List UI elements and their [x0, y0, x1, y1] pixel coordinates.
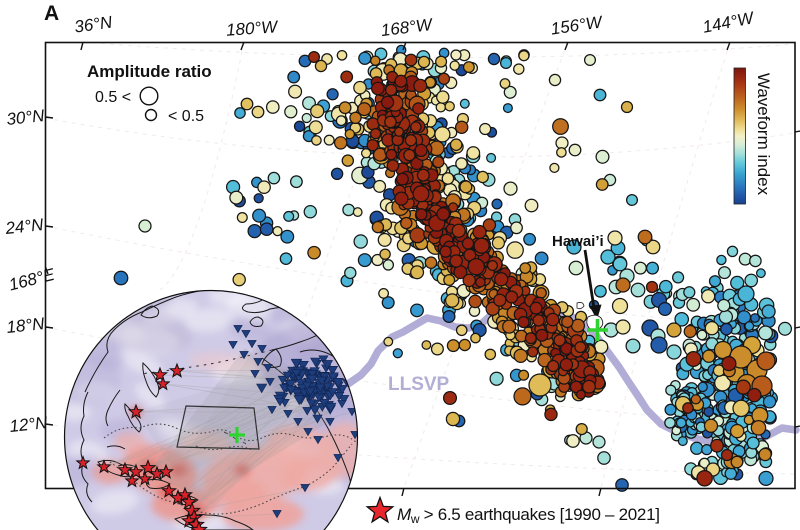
svg-text:Amplitude ratio: Amplitude ratio — [87, 62, 212, 81]
svg-text:Mw > 6.5 earthquakes [1990 – 2: Mw > 6.5 earthquakes [1990 – 2021] — [397, 505, 660, 526]
svg-text:24°N: 24°N — [4, 215, 45, 238]
svg-text:Waveform index: Waveform index — [754, 73, 773, 196]
svg-text:180°W: 180°W — [225, 17, 279, 40]
svg-text:0.5 <: 0.5 < — [95, 89, 131, 106]
svg-text:30°N: 30°N — [6, 106, 46, 129]
svg-text:Hawai’i: Hawai’i — [552, 233, 604, 250]
svg-text:LLSVP: LLSVP — [388, 374, 450, 395]
svg-text:12°N: 12°N — [9, 413, 49, 436]
svg-text:18°N: 18°N — [6, 314, 46, 337]
svg-text:< 0.5: < 0.5 — [168, 108, 204, 125]
svg-text:A: A — [44, 2, 59, 25]
